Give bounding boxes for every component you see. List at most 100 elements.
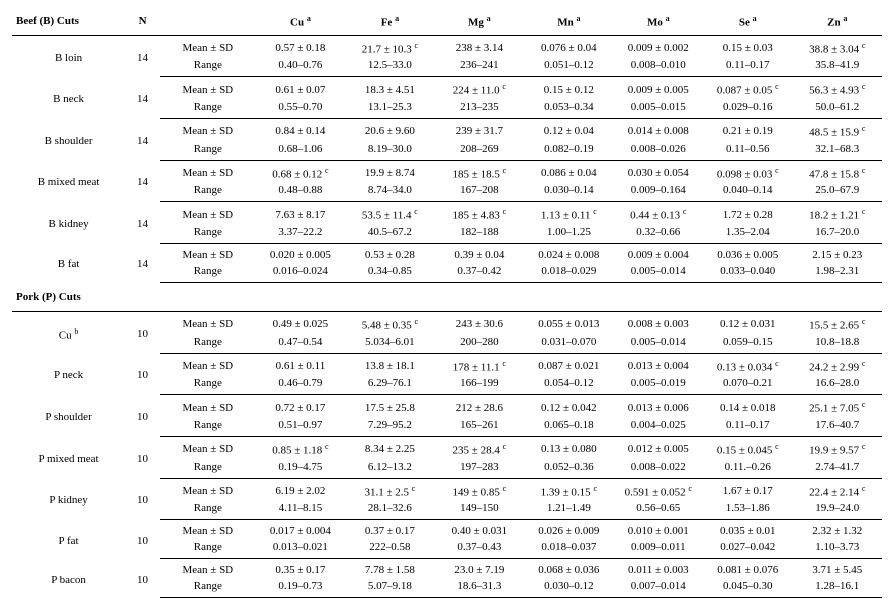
cell-value: 149 ± 0.85 c (435, 478, 524, 500)
cell-value: 0.47–0.54 (256, 334, 345, 354)
cell-value: 18.2 ± 1.21 c (793, 202, 883, 224)
cell-value: 31.1 ± 2.5 c (345, 478, 434, 500)
cell-value: 40.5–67.2 (345, 224, 434, 244)
cell-value: 0.012 ± 0.005 (614, 436, 703, 458)
cell-value: 238 ± 3.14 (435, 35, 524, 57)
cell-value: 0.014 ± 0.008 (614, 118, 703, 140)
cell-value: 0.13 ± 0.080 (524, 436, 613, 458)
cell-stat: Range (160, 334, 256, 354)
cell-stat: Range (160, 182, 256, 202)
cell-value: 0.009–0.011 (614, 539, 703, 559)
cell-value: 0.005–0.015 (614, 99, 703, 119)
cell-value: 200–280 (435, 334, 524, 354)
cell-value: 1.98–2.31 (793, 263, 883, 283)
cell-value: 1.53–1.86 (703, 500, 792, 520)
cell-stat: Range (160, 141, 256, 161)
cell-value: 5.034–6.01 (345, 334, 434, 354)
cell-value: 1.35–2.04 (703, 224, 792, 244)
cell-n: 10 (125, 395, 160, 437)
cell-cut: P kidney (12, 478, 125, 520)
cell-cut: B fat (12, 243, 125, 282)
cell-value: 166–199 (435, 375, 524, 395)
cell-n: 10 (125, 353, 160, 395)
cell-value: 0.12 ± 0.04 (524, 118, 613, 140)
cell-value: 167–208 (435, 182, 524, 202)
cell-value: 2.15 ± 0.23 (793, 243, 883, 263)
cell-stat: Mean ± SD (160, 35, 256, 57)
cell-value: 0.018–0.037 (524, 539, 613, 559)
cell-value: 1.72 ± 0.28 (703, 202, 792, 224)
cell-value: 32.1–68.3 (793, 141, 883, 161)
table-row: B neck14Mean ± SD0.61 ± 0.0718.3 ± 4.512… (12, 77, 882, 99)
cell-value: 0.40 ± 0.031 (435, 520, 524, 540)
cell-value: 0.591 ± 0.052 c (614, 478, 703, 500)
cell-value: 0.32–0.66 (614, 224, 703, 244)
cell-n: 10 (125, 559, 160, 598)
header-fe: Fe a (345, 8, 434, 35)
cell-stat: Mean ± SD (160, 520, 256, 540)
section-header: Pork (P) Cuts (12, 282, 882, 311)
cell-value: 0.087 ± 0.021 (524, 353, 613, 375)
cell-value: 0.11–0.17 (703, 417, 792, 437)
cell-value: 0.009 ± 0.002 (614, 35, 703, 57)
table-row: P shoulder10Mean ± SD0.72 ± 0.1717.5 ± 2… (12, 395, 882, 417)
cell-value: 16.7–20.0 (793, 224, 883, 244)
cell-value: 0.010 ± 0.001 (614, 520, 703, 540)
cell-value: 2.32 ± 1.32 (793, 520, 883, 540)
cell-value: 0.008–0.022 (614, 459, 703, 479)
cell-value: 5.07–9.18 (345, 578, 434, 598)
cell-value: 35.8–41.9 (793, 57, 883, 77)
cell-value: 0.098 ± 0.03 c (703, 160, 792, 182)
cell-value: 3.37–22.2 (256, 224, 345, 244)
cell-cut: B loin (12, 35, 125, 77)
cell-n: 14 (125, 77, 160, 119)
cell-value: 0.070–0.21 (703, 375, 792, 395)
cell-value: 53.5 ± 11.4 c (345, 202, 434, 224)
cell-value: 13.1–25.3 (345, 99, 434, 119)
cell-value: 1.39 ± 0.15 c (524, 478, 613, 500)
cell-value: 149–150 (435, 500, 524, 520)
cell-value: 0.12 ± 0.042 (524, 395, 613, 417)
cell-stat: Range (160, 459, 256, 479)
cell-stat: Mean ± SD (160, 77, 256, 99)
cell-value: 0.059–0.15 (703, 334, 792, 354)
cell-value: 0.030–0.12 (524, 578, 613, 598)
cell-value: 0.053–0.34 (524, 99, 613, 119)
cell-value: 0.087 ± 0.05 c (703, 77, 792, 99)
cell-value: 0.007–0.014 (614, 578, 703, 598)
cell-value: 18.3 ± 4.51 (345, 77, 434, 99)
cell-value: 0.49 ± 0.025 (256, 311, 345, 333)
cell-stat: Mean ± SD (160, 311, 256, 333)
cell-value: 0.052–0.36 (524, 459, 613, 479)
cell-n: 10 (125, 436, 160, 478)
cell-value: 0.53 ± 0.28 (345, 243, 434, 263)
cell-value: 197–283 (435, 459, 524, 479)
cell-cut: B kidney (12, 202, 125, 244)
table-row: Cu b10Mean ± SD0.49 ± 0.0255.48 ± 0.35 c… (12, 311, 882, 333)
cell-value: 0.57 ± 0.18 (256, 35, 345, 57)
cell-value: 0.005–0.014 (614, 334, 703, 354)
cell-stat: Range (160, 224, 256, 244)
cell-value: 165–261 (435, 417, 524, 437)
cell-value: 0.005–0.019 (614, 375, 703, 395)
cell-value: 0.11–0.17 (703, 57, 792, 77)
cell-value: 0.020 ± 0.005 (256, 243, 345, 263)
cell-value: 0.68–1.06 (256, 141, 345, 161)
cell-value: 0.013 ± 0.004 (614, 353, 703, 375)
cell-n: 14 (125, 243, 160, 282)
cell-value: 0.46–0.79 (256, 375, 345, 395)
cell-cut: B shoulder (12, 118, 125, 160)
cell-stat: Range (160, 539, 256, 559)
cell-value: 212 ± 28.6 (435, 395, 524, 417)
cell-value: 10.8–18.8 (793, 334, 883, 354)
cell-value: 0.024 ± 0.008 (524, 243, 613, 263)
cell-value: 0.045–0.30 (703, 578, 792, 598)
cell-value: 6.29–76.1 (345, 375, 434, 395)
cell-value: 0.55–0.70 (256, 99, 345, 119)
cell-value: 0.19–4.75 (256, 459, 345, 479)
cell-value: 20.6 ± 9.60 (345, 118, 434, 140)
table-row: B shoulder14Mean ± SD0.84 ± 0.1420.6 ± 9… (12, 118, 882, 140)
cell-value: 2.74–41.7 (793, 459, 883, 479)
cell-value: 178 ± 11.1 c (435, 353, 524, 375)
header-beef: Beef (B) Cuts (12, 8, 125, 35)
